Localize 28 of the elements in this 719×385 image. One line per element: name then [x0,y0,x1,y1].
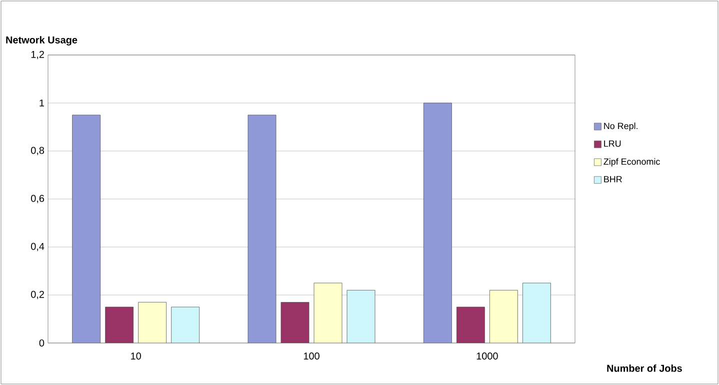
bar [72,114,101,343]
x-axis-title: Number of Jobs [607,364,682,372]
bar [346,290,376,343]
bar [248,114,276,343]
y-tick-label: 0,6 [31,194,44,204]
bar [171,306,200,343]
bar [314,282,342,343]
legend-label: LRU [604,140,621,147]
bar [423,102,452,343]
y-tick-label: 0,4 [31,242,44,252]
x-tick-label: 100 [304,352,320,360]
y-tick-label: 0,8 [31,146,44,156]
bar [522,282,551,343]
y-tick-label: 1 [40,100,44,106]
legend-label: No Repl. [604,122,638,131]
x-tick-label: 1000 [476,352,498,360]
y-tick-label: 0,2 [31,290,44,300]
legend-label: Zipf Economic [604,158,660,167]
bar [280,302,310,343]
bar [489,290,518,343]
y-tick-label: 0 [39,339,44,347]
y-tick-label: 1,2 [31,50,44,60]
bar [105,306,134,343]
bar [138,302,167,343]
y-axis-title: Network Usage [6,36,78,46]
legend-label: BHR [604,176,622,182]
bar [456,306,485,343]
x-tick-label: 10 [131,352,141,360]
